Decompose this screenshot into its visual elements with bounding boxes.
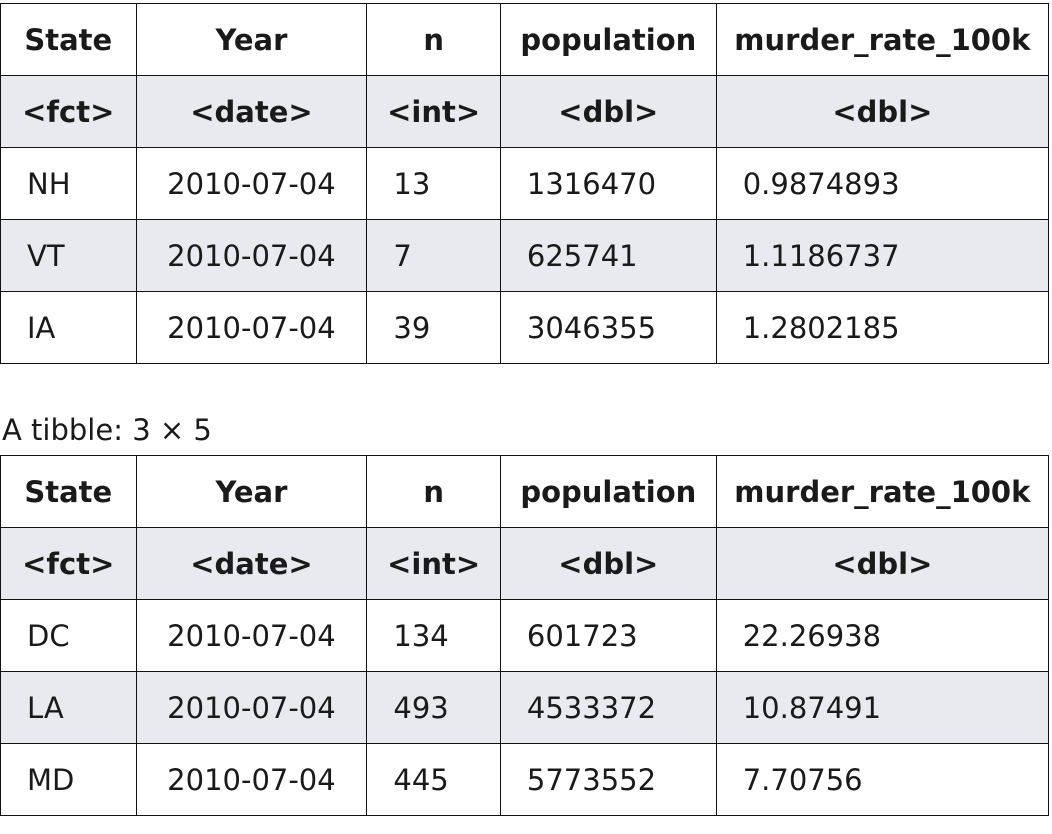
column-header-population: population	[499, 3, 717, 76]
cell-population: 1316470	[499, 147, 717, 220]
column-header-murder-rate: murder_rate_100k	[715, 3, 1050, 76]
column-type-n: <int>	[366, 75, 501, 148]
cell-population: 625741	[499, 219, 717, 292]
cell-population: 5773552	[499, 743, 717, 816]
column-header-year: Year	[135, 455, 368, 528]
cell-n: 39	[366, 291, 501, 364]
column-type-state: <fct>	[0, 527, 137, 600]
cell-murder-rate: 7.70756	[715, 743, 1050, 816]
cell-year: 2010-07-04	[135, 291, 368, 364]
cell-population: 601723	[499, 599, 717, 672]
cell-murder-rate: 1.2802185	[715, 291, 1050, 364]
column-type-year: <date>	[135, 527, 368, 600]
column-type-murder-rate: <dbl>	[715, 75, 1050, 148]
table-row: NH 2010-07-04 13 1316470 0.9874893	[0, 147, 1050, 220]
tibble-table-top-states: State Year n population murder_rate_100k…	[0, 3, 1050, 364]
column-header-n: n	[366, 455, 501, 528]
cell-state: MD	[0, 743, 137, 816]
column-type-population: <dbl>	[499, 75, 717, 148]
column-type-year: <date>	[135, 75, 368, 148]
column-header-row: State Year n population murder_rate_100k	[0, 455, 1050, 528]
cell-n: 7	[366, 219, 501, 292]
cell-n: 493	[366, 671, 501, 744]
cell-population: 4533372	[499, 671, 717, 744]
cell-year: 2010-07-04	[135, 599, 368, 672]
cell-n: 134	[366, 599, 501, 672]
column-header-n: n	[366, 3, 501, 76]
cell-state: IA	[0, 291, 137, 364]
cell-year: 2010-07-04	[135, 219, 368, 292]
table-row: LA 2010-07-04 493 4533372 10.87491	[0, 671, 1050, 744]
cell-murder-rate: 10.87491	[715, 671, 1050, 744]
column-header-row: State Year n population murder_rate_100k	[0, 3, 1050, 76]
column-header-year: Year	[135, 3, 368, 76]
cell-population: 3046355	[499, 291, 717, 364]
table-row: IA 2010-07-04 39 3046355 1.2802185	[0, 291, 1050, 364]
cell-state: LA	[0, 671, 137, 744]
column-header-population: population	[499, 455, 717, 528]
tibble-caption: A tibble: 3 × 5	[2, 413, 212, 447]
cell-murder-rate: 1.1186737	[715, 219, 1050, 292]
cell-year: 2010-07-04	[135, 671, 368, 744]
column-type-population: <dbl>	[499, 527, 717, 600]
cell-murder-rate: 0.9874893	[715, 147, 1050, 220]
cell-state: VT	[0, 219, 137, 292]
column-type-row: <fct> <date> <int> <dbl> <dbl>	[0, 75, 1050, 148]
cell-state: NH	[0, 147, 137, 220]
cell-year: 2010-07-04	[135, 147, 368, 220]
cell-n: 445	[366, 743, 501, 816]
cell-year: 2010-07-04	[135, 743, 368, 816]
column-header-state: State	[0, 3, 137, 76]
cell-murder-rate: 22.26938	[715, 599, 1050, 672]
column-type-n: <int>	[366, 527, 501, 600]
cell-n: 13	[366, 147, 501, 220]
tibble-table-bottom-states: State Year n population murder_rate_100k…	[0, 455, 1050, 816]
column-type-row: <fct> <date> <int> <dbl> <dbl>	[0, 527, 1050, 600]
table-row: MD 2010-07-04 445 5773552 7.70756	[0, 743, 1050, 816]
table-row: DC 2010-07-04 134 601723 22.26938	[0, 599, 1050, 672]
column-type-murder-rate: <dbl>	[715, 527, 1050, 600]
column-type-state: <fct>	[0, 75, 137, 148]
table-row: VT 2010-07-04 7 625741 1.1186737	[0, 219, 1050, 292]
column-header-murder-rate: murder_rate_100k	[715, 455, 1050, 528]
column-header-state: State	[0, 455, 137, 528]
cell-state: DC	[0, 599, 137, 672]
